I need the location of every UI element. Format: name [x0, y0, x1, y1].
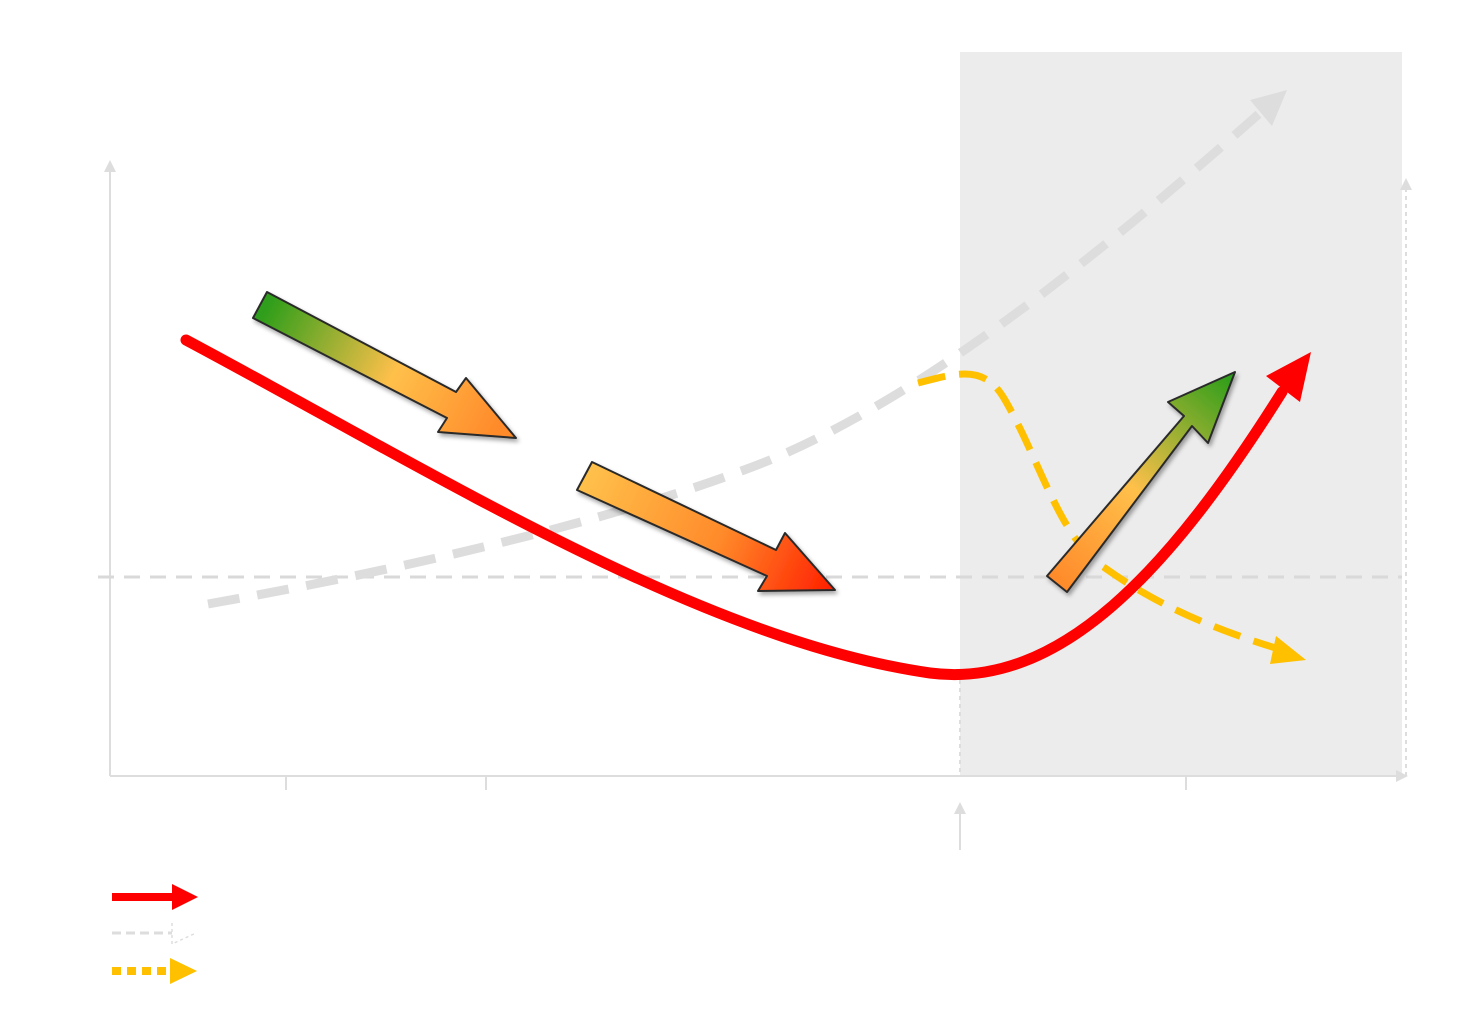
gray-dashed-trend	[207, 100, 1273, 609]
down-right-arrow-icon	[252, 291, 517, 439]
right-axis-arrow-icon	[1400, 178, 1412, 190]
now-marker-arrow-icon	[954, 802, 966, 814]
legend-dotted-arrow-icon	[170, 958, 197, 984]
legend-item-dotted	[112, 958, 197, 984]
legend-item-dashed	[112, 923, 197, 946]
up-right-arrow-icon	[1046, 371, 1236, 593]
down-right-arrow-icon	[576, 461, 836, 592]
main-red-curve	[180, 334, 1288, 680]
x-axis-arrow-icon	[1396, 770, 1408, 782]
y-axis-arrow-icon	[104, 160, 116, 172]
legend	[112, 884, 198, 984]
yellow-dashed-curve	[917, 370, 1284, 654]
legend-dashed-arrow-icon	[171, 923, 197, 946]
main-curve-arrow-icon	[1266, 352, 1311, 402]
axes	[104, 160, 1412, 850]
legend-item-solid	[112, 884, 198, 910]
yellow-curve-arrow-icon	[1270, 636, 1306, 664]
legend-solid-arrow-icon	[172, 884, 198, 910]
gray-trend-arrow-icon	[1250, 90, 1287, 126]
